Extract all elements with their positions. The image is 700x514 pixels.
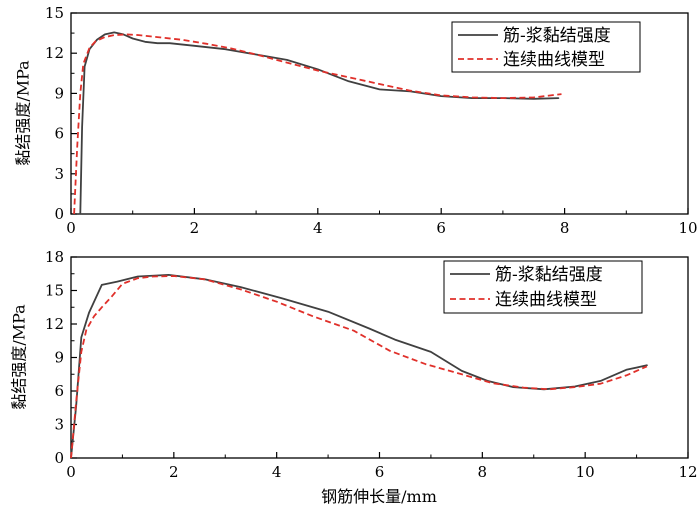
y-tick-label-top: 6: [54, 125, 64, 143]
x-tick-label-top: 2: [190, 219, 200, 237]
y-tick-label-bottom: 0: [54, 449, 64, 467]
chart-bottom: 黏结强度/MPa 钢筋伸长量/mm 0 2 4 6 8 10 12 0 3 6 9 12 15 18 筋-浆…: [10, 248, 698, 506]
y-tick-label-top: 15: [45, 4, 64, 22]
x-tick-label-top: 6: [436, 219, 446, 237]
legend-label-top-2: 连续曲线模型: [503, 50, 605, 70]
y-tick-label-top: 0: [54, 205, 64, 223]
legend-label-bottom-2: 连续曲线模型: [495, 290, 597, 310]
x-tick-label-top: 8: [560, 219, 570, 237]
y-tick-label-bottom: 6: [54, 382, 64, 400]
x-tick-label-bottom: 12: [678, 463, 697, 481]
x-tick-label-top: 10: [678, 219, 697, 237]
x-tick-label-bottom: 4: [272, 463, 282, 481]
y-tick-label-top: 3: [54, 165, 64, 183]
x-tick-label-bottom: 8: [478, 463, 488, 481]
legend-box-bottom: [443, 260, 643, 314]
y-tick-label-bottom: 9: [54, 349, 64, 367]
x-tick-label-bottom: 10: [576, 463, 595, 481]
x-tick-label-bottom: 2: [169, 463, 179, 481]
x-axis-label-bottom: 钢筋伸长量/mm: [321, 487, 437, 506]
series-line-top-2: [73, 33, 562, 215]
legend-label-top-1: 筋-浆黏结强度: [503, 26, 611, 46]
legend-label-bottom-1: 筋-浆黏结强度: [495, 265, 603, 285]
y-tick-label-bottom: 3: [54, 416, 64, 434]
x-tick-label-bottom: 0: [66, 463, 76, 481]
x-tick-label-top: 4: [313, 219, 323, 237]
legend-box-top: [451, 21, 641, 73]
y-tick-label-top: 12: [45, 44, 64, 62]
series-line-bottom-2: [70, 275, 648, 459]
y-tick-label-top: 9: [54, 84, 64, 102]
series-line-top-1: [79, 31, 560, 215]
y-tick-label-bottom: 15: [45, 282, 64, 300]
y-tick-label-bottom: 18: [45, 248, 64, 266]
y-tick-label-bottom: 12: [45, 315, 64, 333]
x-tick-label-top: 0: [66, 219, 76, 237]
y-axis-label-bottom: 黏结强度/MPa: [10, 304, 29, 410]
y-axis-label-top: 黏结强度/MPa: [14, 60, 33, 166]
x-tick-label-bottom: 6: [375, 463, 385, 481]
